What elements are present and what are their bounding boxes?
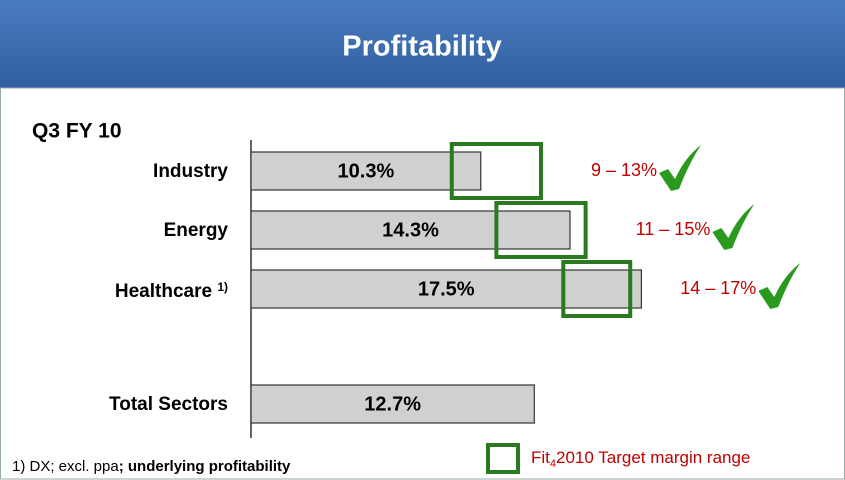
target-range [561,260,633,318]
category-text: Healthcare [114,280,213,302]
title-bar [0,0,845,88]
target-label: 14 – 17% [680,278,756,298]
category-text: Industry [153,160,228,182]
target-range [449,142,543,200]
category-label: Total Sectors [98,391,228,418]
checkmark [758,263,801,309]
category-label: Energy [98,217,228,244]
title: Profitability [342,31,502,63]
footnote: 1) DX; excl. ppa; underlying profitabili… [12,458,291,475]
value-label: 12.7% [364,393,421,415]
legend-prefix: Fit [531,448,550,467]
footnote-bold: ; underlying profitability [119,458,291,475]
category-text: Energy [163,219,228,241]
target-label: 9 – 13% [591,160,657,180]
value-label: 10.3% [338,160,395,182]
bar [250,384,535,424]
target-label: 11 – 15% [636,219,711,239]
footnote-ref: 1) [217,279,228,294]
bar [250,151,482,191]
value-label: 14.3% [382,219,439,241]
subtitle: Q3 FY 10 [32,120,122,143]
legend-swatch [486,443,520,474]
legend-subscript: 4 [550,458,556,470]
bar [250,269,642,309]
checkmark [712,204,755,250]
legend-text: Fit42010 Target margin range [531,448,750,469]
target-range [494,201,588,259]
bar [250,210,571,250]
checkmark [659,145,702,191]
footnote-plain: 1) DX; excl. ppa [12,458,119,475]
category-label: Industry [98,158,228,185]
category-label: Healthcare 1) [98,274,228,305]
category-text: Total Sectors [109,393,228,415]
legend-suffix: 2010 Target margin range [556,448,750,467]
value-label: 17.5% [418,278,475,300]
